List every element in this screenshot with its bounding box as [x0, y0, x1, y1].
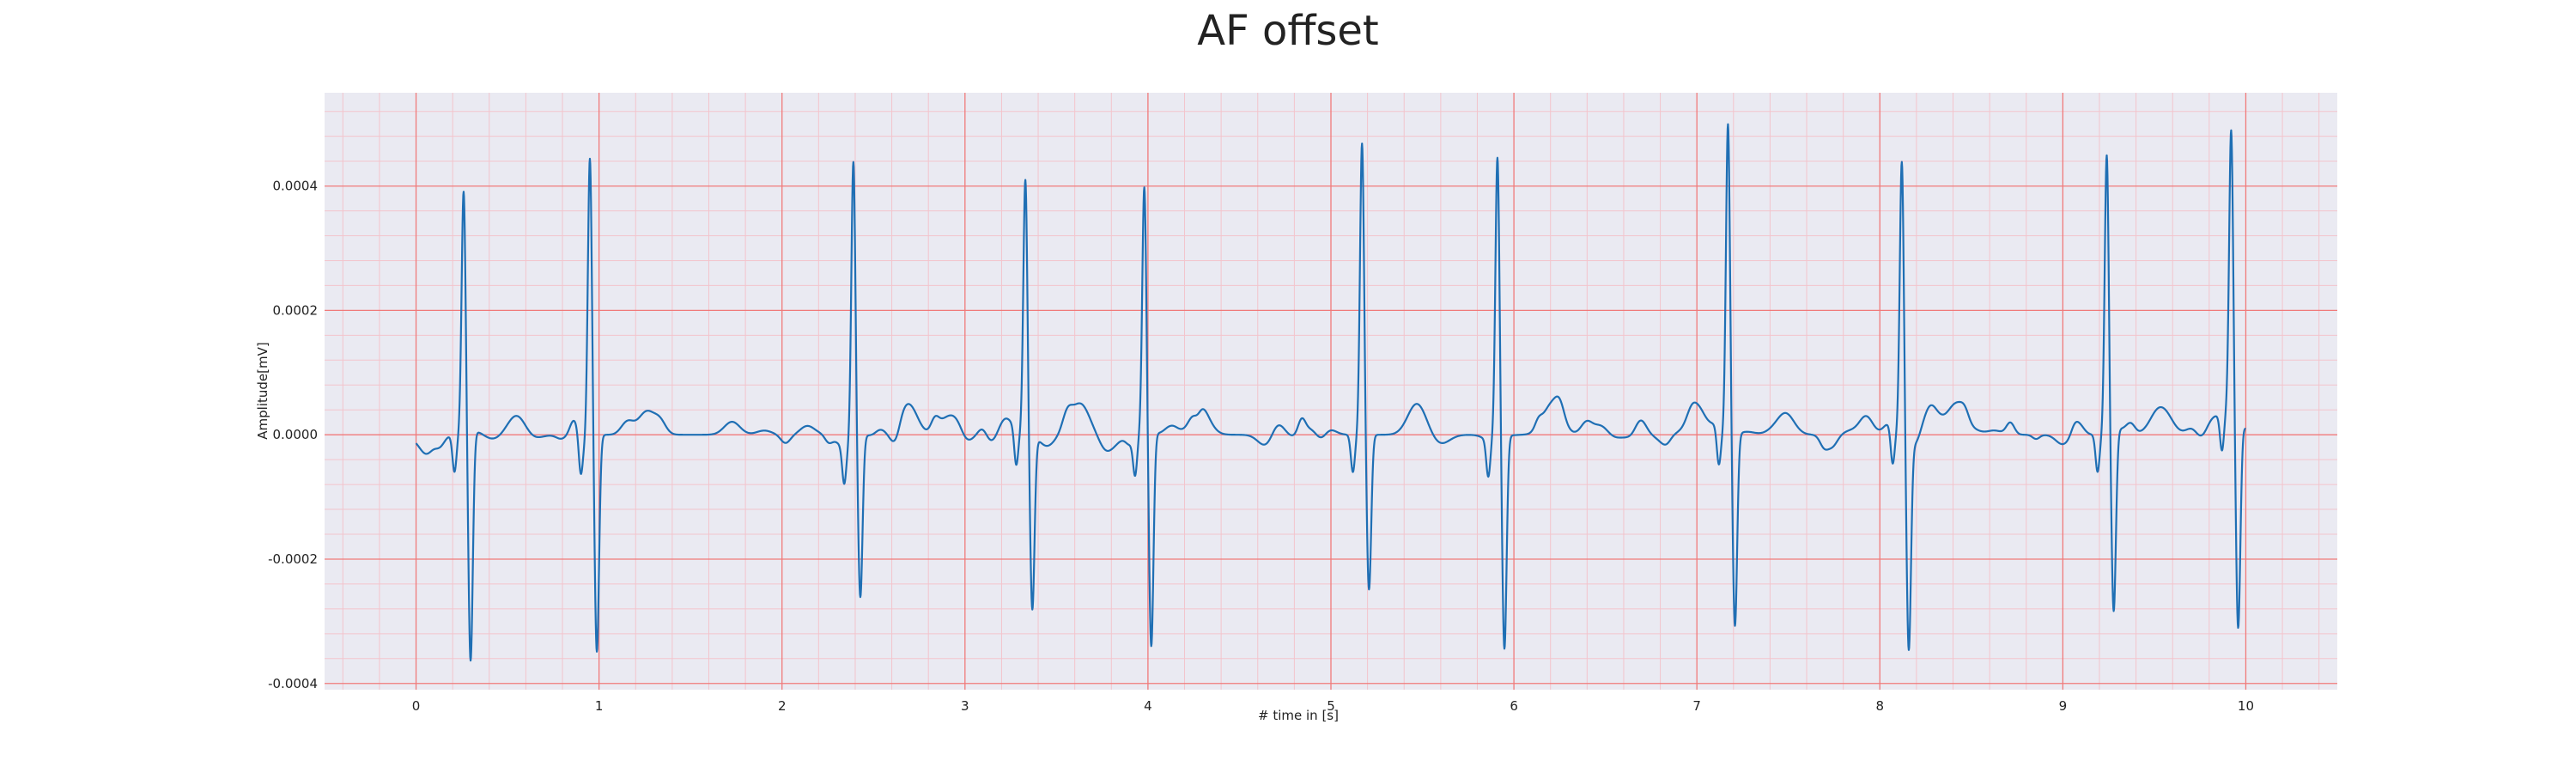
x-tick-label: 8	[1875, 698, 1884, 714]
x-tick-labels: 0 1 2 3 4 5 6 7 8 9 10	[412, 698, 2254, 714]
x-tick-label: 9	[2059, 698, 2068, 714]
y-tick-label: 0.0000	[273, 427, 319, 442]
y-axis-label: Amplitude[mV]	[255, 342, 270, 439]
x-tick-label: 6	[1510, 698, 1518, 714]
x-tick-label: 3	[961, 698, 969, 714]
y-tick-label: 0.0004	[273, 179, 319, 194]
signal-group	[415, 123, 2247, 662]
y-tick-label: 0.0002	[273, 302, 319, 318]
x-tick-label: 5	[1327, 698, 1335, 714]
x-tick-label: 1	[595, 698, 604, 714]
y-tick-label: -0.0004	[268, 676, 318, 691]
x-tick-label: 2	[778, 698, 787, 714]
x-tick-label: 7	[1692, 698, 1701, 714]
ecg-signal-line	[415, 123, 2247, 662]
x-tick-label: 4	[1144, 698, 1152, 714]
major-grid	[325, 93, 2337, 690]
x-axis-label: # time in [s]	[1258, 708, 1339, 723]
x-tick-label: 10	[2238, 698, 2254, 714]
y-tick-labels: -0.0004 -0.0002 0.0000 0.0002 0.0004	[268, 179, 318, 691]
chart-title: AF offset	[1197, 7, 1379, 55]
y-tick-label: -0.0002	[268, 551, 318, 567]
x-tick-label: 0	[412, 698, 421, 714]
